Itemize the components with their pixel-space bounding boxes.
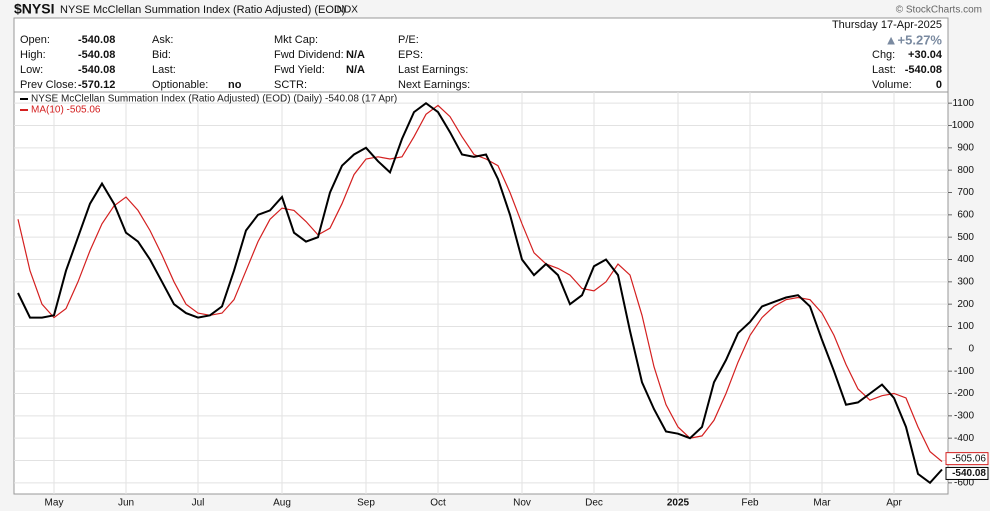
y-tick-label: -600: [954, 477, 974, 488]
field-value: N/A: [346, 49, 365, 61]
legend-label: MA(10) -505.06: [31, 105, 101, 116]
y-tick-label: -200: [954, 388, 974, 399]
y-tick-label: 200: [957, 299, 974, 310]
field-value: no: [228, 79, 242, 91]
field-label: SCTR:: [274, 79, 307, 91]
y-tick-label: 1000: [952, 120, 975, 131]
field-label: Fwd Dividend:: [274, 49, 344, 61]
exchange: INDX: [334, 5, 358, 16]
y-tick-label: 300: [957, 276, 974, 287]
field-label: EPS:: [398, 49, 423, 61]
x-tick-label: 2025: [667, 498, 690, 509]
field-label: Volume:: [872, 79, 912, 91]
security-name: NYSE McClellan Summation Index (Ratio Ad…: [60, 4, 346, 16]
x-tick-label: Nov: [513, 498, 531, 509]
x-tick-label: Mar: [813, 498, 831, 509]
field-label: Optionable:: [152, 79, 208, 91]
field-value: -540.08: [78, 49, 115, 61]
field-label: Prev Close:: [20, 79, 77, 91]
field-label: Ask:: [152, 34, 173, 46]
x-tick-label: Jun: [118, 498, 134, 509]
series-line: [17, 104, 943, 463]
change-pct: ▲+5.27%: [885, 32, 943, 47]
x-tick-label: May: [45, 498, 64, 509]
x-tick-label: Aug: [273, 498, 291, 509]
field-label: Last:: [872, 64, 896, 76]
y-tick-label: 400: [957, 254, 974, 265]
y-tick-label: 500: [957, 232, 974, 243]
date: Thursday 17-Apr-2025: [832, 19, 942, 31]
x-tick-label: Jul: [192, 498, 205, 509]
field-value: +30.04: [908, 49, 943, 61]
field-value: 0: [936, 79, 942, 91]
field-label: P/E:: [398, 34, 419, 46]
x-tick-label: Dec: [585, 498, 603, 509]
y-tick-label: 0: [968, 343, 974, 354]
plot-area: [13, 91, 949, 495]
field-label: High:: [20, 49, 46, 61]
field-value: -540.08: [78, 64, 115, 76]
field-label: Last:: [152, 64, 176, 76]
field-label: Next Earnings:: [398, 79, 470, 91]
field-label: Low:: [20, 64, 43, 76]
y-tick-label: 1100: [952, 98, 974, 109]
y-tick-label: -100: [954, 366, 974, 377]
y-tick-label: 600: [957, 209, 974, 220]
field-value: N/A: [346, 64, 365, 76]
credit: © StockCharts.com: [896, 5, 982, 16]
field-value: -540.08: [905, 64, 942, 76]
field-label: Mkt Cap:: [274, 34, 318, 46]
field-label: Chg:: [872, 49, 895, 61]
y-tick-label: -400: [954, 433, 974, 444]
field-value: -540.08: [78, 34, 115, 46]
legend-label: NYSE McClellan Summation Index (Ratio Ad…: [31, 94, 397, 105]
field-label: Bid:: [152, 49, 171, 61]
y-tick-label: 800: [957, 165, 974, 176]
field-label: Last Earnings:: [398, 64, 468, 76]
header-box: [13, 17, 949, 93]
last-value-label: -505.06: [952, 453, 986, 464]
x-tick-label: Apr: [886, 498, 902, 509]
y-tick-label: 100: [957, 321, 974, 332]
field-label: Open:: [20, 34, 50, 46]
y-tick-label: 900: [957, 142, 974, 153]
last-value-box: [945, 452, 989, 466]
y-tick-label: 700: [957, 187, 974, 198]
x-tick-label: Feb: [741, 498, 759, 509]
field-label: Fwd Yield:: [274, 64, 325, 76]
y-tick-label: -300: [954, 410, 974, 421]
series-line: [17, 101, 943, 485]
field-value: -570.12: [78, 79, 115, 91]
symbol: $NYSI: [14, 1, 54, 17]
last-value-box: [945, 466, 989, 480]
x-tick-label: Oct: [430, 498, 446, 509]
last-value-label: -540.08: [952, 468, 986, 479]
x-tick-label: Sep: [357, 498, 375, 509]
